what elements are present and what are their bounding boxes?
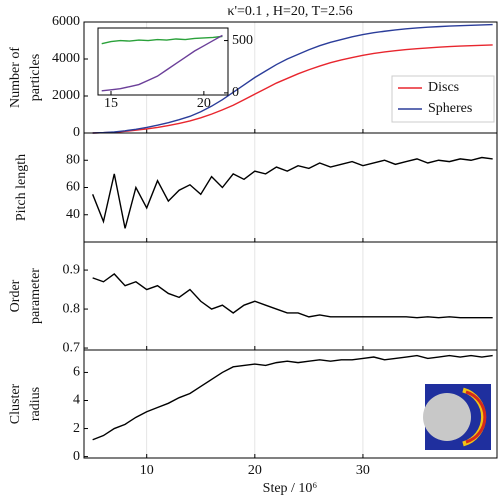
y-tick-label: 0 (73, 449, 80, 464)
legend-box (391, 75, 495, 123)
y-tick-label: 2 (73, 421, 80, 436)
y-tick-label: 0.8 (63, 301, 81, 316)
inset-image (423, 384, 491, 450)
x-tick-label: 10 (140, 463, 154, 478)
y-tick-label: 0.7 (63, 340, 81, 355)
y-axis-label: particles (28, 54, 43, 101)
data-line (101, 34, 223, 92)
legend-label: Spheres (428, 101, 472, 116)
chart-title: κ'=0.1 , H=20, T=2.56 (227, 4, 352, 19)
x-tick-label: 20 (197, 96, 211, 111)
plot-frame (83, 349, 498, 459)
data-line (92, 44, 493, 134)
y-axis-label: Pitch length (14, 154, 29, 221)
data-line (91, 156, 493, 229)
x-axis-label: Step / 10⁶ (263, 481, 318, 496)
plot-frame (83, 241, 498, 351)
x-tick-label: 15 (104, 96, 118, 111)
y-tick-label: 4 (73, 393, 80, 408)
y-tick-label: 500 (232, 33, 253, 48)
y-tick-label: 4000 (52, 51, 80, 66)
data-line (92, 273, 493, 319)
y-tick-label: 2000 (52, 88, 80, 103)
y-tick-label: 40 (66, 207, 80, 222)
x-tick-label: 30 (356, 463, 370, 478)
y-tick-label: 60 (66, 180, 80, 195)
y-axis-label: Number of (8, 47, 23, 108)
y-axis-label: Cluster (8, 383, 23, 424)
x-tick-label: 20 (248, 463, 262, 478)
y-tick-label: 0.9 (63, 262, 81, 277)
data-line (101, 35, 223, 45)
y-tick-label: 80 (66, 152, 80, 167)
data-line (92, 23, 493, 134)
y-tick-label: 6 (73, 365, 80, 380)
plot-frame (83, 132, 498, 243)
y-tick-label: 0 (232, 85, 239, 100)
legend-label: Discs (428, 80, 459, 95)
data-line (92, 354, 493, 441)
image-arc (465, 390, 487, 444)
y-axis-label: radius (28, 387, 43, 421)
image-circle (423, 393, 471, 441)
y-tick-label: 0 (73, 125, 80, 140)
y-axis-label: Order (8, 279, 23, 312)
y-tick-label: 6000 (52, 14, 80, 29)
plot-frame (97, 27, 229, 96)
y-axis-label: parameter (28, 268, 43, 324)
